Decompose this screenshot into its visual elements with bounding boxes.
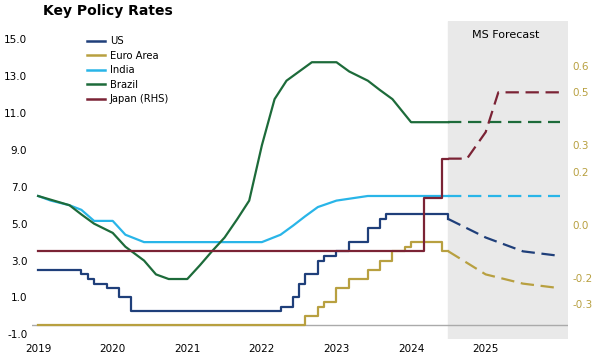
- Text: Key Policy Rates: Key Policy Rates: [43, 4, 173, 18]
- Legend: US, Euro Area, India, Brazil, Japan (RHS): US, Euro Area, India, Brazil, Japan (RHS…: [82, 32, 173, 108]
- Bar: [448, 21, 568, 339]
- Text: MS Forecast: MS Forecast: [472, 30, 539, 40]
